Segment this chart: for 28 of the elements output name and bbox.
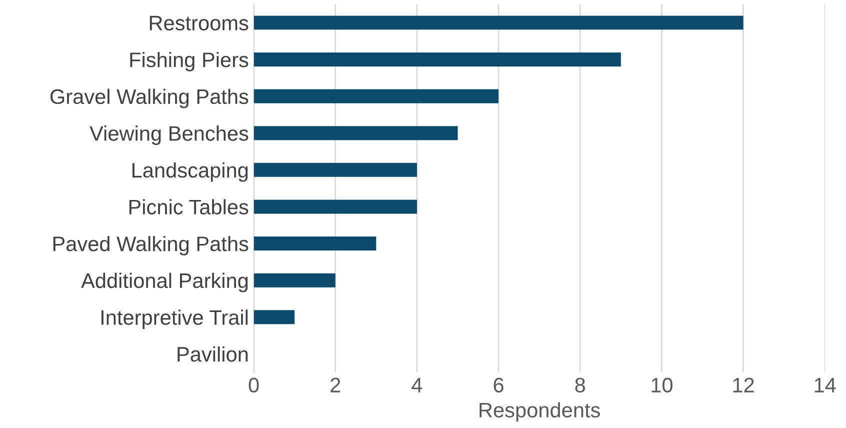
x-tick-label: 8: [575, 378, 585, 393]
y-tick-label: Additional Parking: [81, 272, 248, 292]
y-tick-label: Paved Walking Paths: [53, 236, 248, 256]
bar: [254, 310, 295, 324]
y-tick-label: Viewing Benches: [90, 126, 248, 145]
x-axis-title: Respondents: [480, 402, 600, 422]
x-tick-label: 14: [814, 378, 836, 392]
bar: [254, 273, 336, 288]
bar: [254, 200, 417, 214]
bar: [254, 162, 417, 177]
x-tick-label: 6: [494, 378, 504, 393]
x-tick-label: 2: [330, 378, 340, 392]
x-tick-label: 4: [412, 378, 422, 392]
y-tick-label: Pavilion: [178, 346, 248, 362]
bar: [254, 126, 458, 140]
x-tick-label: 10: [652, 378, 672, 393]
y-tick-label: Picnic Tables: [129, 199, 248, 214]
bar: [254, 89, 499, 104]
bar: [254, 236, 376, 251]
y-tick-label: Fishing Piers: [130, 52, 248, 72]
y-tick-label: Restrooms: [150, 16, 248, 30]
y-tick-label: Landscaping: [132, 162, 248, 182]
x-tick-label: 12: [733, 378, 754, 392]
y-tick-label: Interpretive Trail: [102, 310, 248, 330]
y-tick-label: Gravel Walking Paths: [50, 88, 248, 108]
bar: [254, 16, 744, 30]
x-tick-label: 0: [248, 378, 259, 393]
bar: [254, 52, 621, 66]
